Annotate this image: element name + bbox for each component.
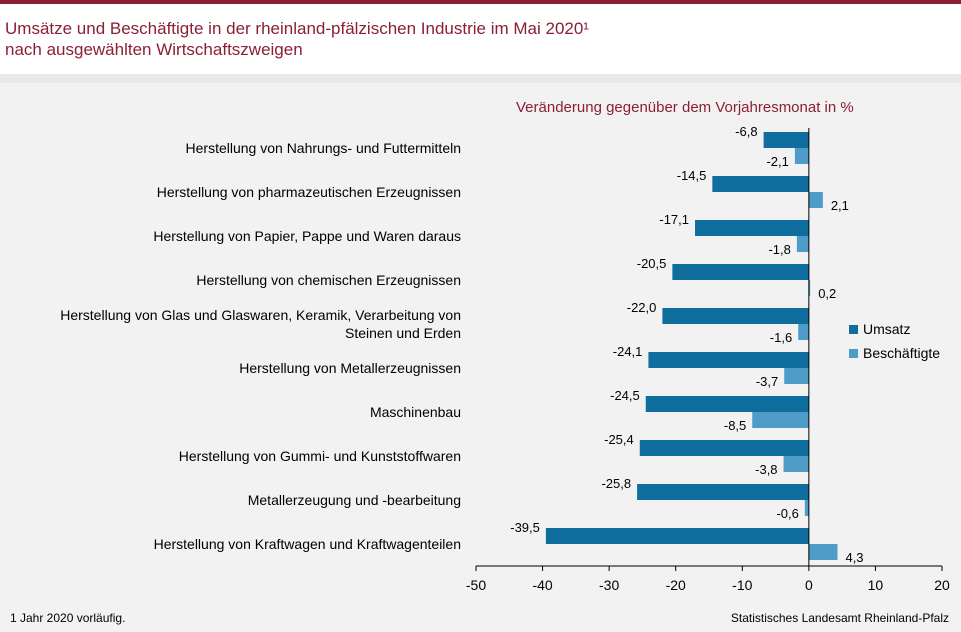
bar-umsatz — [645, 396, 809, 412]
x-tick-label: -50 — [466, 577, 486, 593]
bar-umsatz — [695, 220, 809, 236]
bar-beschaeftigte — [808, 192, 823, 208]
bar-beschaeftigte — [804, 500, 809, 516]
category-label: Herstellung von Gummi- und Kunststoffwar… — [179, 448, 461, 464]
chart-title: Umsätze und Beschäftigte in der rheinlan… — [5, 19, 589, 38]
x-tick-label: -20 — [666, 577, 686, 593]
bar-umsatz — [672, 264, 809, 280]
bar-beschaeftigte — [784, 368, 809, 384]
bar-umsatz — [763, 132, 809, 148]
bar-beschaeftigte — [808, 544, 838, 560]
bar-beschaeftigte — [794, 148, 809, 164]
data-label-umsatz: -17,1 — [659, 212, 689, 227]
data-label-umsatz: -6,8 — [735, 124, 757, 139]
data-label-umsatz: -24,5 — [610, 388, 640, 403]
category-label: Herstellung von pharmazeutischen Erzeugn… — [157, 184, 461, 200]
legend-swatch-beschaeftigte — [849, 349, 858, 358]
data-label-beschaeftigte: -3,8 — [755, 462, 777, 477]
bar-umsatz — [648, 352, 809, 368]
x-tick-label: 0 — [805, 577, 813, 593]
data-label-beschaeftigte: 4,3 — [845, 550, 863, 565]
header-divider — [0, 74, 961, 83]
category-label: Herstellung von Metallerzeugnissen — [239, 360, 461, 376]
data-label-umsatz: -25,8 — [601, 476, 631, 491]
data-label-umsatz: -25,4 — [604, 432, 634, 447]
bar-beschaeftigte — [808, 280, 811, 296]
bar-umsatz — [639, 440, 809, 456]
data-label-beschaeftigte: -1,6 — [770, 330, 792, 345]
category-label: Herstellung von Glas und Glaswaren, Kera… — [60, 307, 461, 341]
legend-label-beschaeftigte: Beschäftigte — [863, 345, 940, 361]
source-credit: Statistisches Landesamt Rheinland-Pfalz — [730, 611, 949, 625]
data-label-beschaeftigte: 2,1 — [831, 198, 849, 213]
unit-label: Veränderung gegenüber dem Vorjahresmonat… — [516, 99, 854, 116]
data-label-umsatz: -22,0 — [627, 300, 657, 315]
top-rule — [0, 0, 961, 4]
bar-beschaeftigte — [752, 412, 809, 428]
data-label-umsatz: -14,5 — [677, 168, 707, 183]
bar-umsatz — [637, 484, 809, 500]
bar-beschaeftigte — [798, 324, 809, 340]
data-label-umsatz: -39,5 — [510, 520, 540, 535]
x-tick-label: -40 — [532, 577, 552, 593]
bar-umsatz — [662, 308, 809, 324]
bar-beschaeftigte — [783, 456, 809, 472]
data-label-beschaeftigte: -1,8 — [768, 242, 790, 257]
x-tick-label: -30 — [599, 577, 619, 593]
data-label-umsatz: -24,1 — [613, 344, 643, 359]
category-label: Herstellung von Papier, Pappe und Waren … — [153, 228, 461, 244]
data-label-beschaeftigte: -8,5 — [724, 418, 746, 433]
x-tick-label: 20 — [934, 577, 950, 593]
bar-umsatz — [545, 528, 809, 544]
category-label: Herstellung von Nahrungs- und Futtermitt… — [186, 140, 461, 156]
category-label: Herstellung von Kraftwagen und Kraftwage… — [154, 536, 461, 552]
x-tick-label: -10 — [732, 577, 752, 593]
category-label: Metallerzeugung und -bearbeitung — [248, 492, 461, 508]
data-label-beschaeftigte: -3,7 — [756, 374, 778, 389]
data-label-beschaeftigte: -2,1 — [766, 154, 788, 169]
category-label: Herstellung von chemischen Erzeugnissen — [196, 272, 461, 288]
category-label: Maschinenbau — [370, 404, 461, 420]
footnote: 1 Jahr 2020 vorläufig. — [10, 611, 126, 625]
bar-beschaeftigte — [796, 236, 809, 252]
data-label-beschaeftigte: -0,6 — [776, 506, 798, 521]
legend-label-umsatz: Umsatz — [863, 321, 910, 337]
header: Umsätze und Beschäftigte in der rheinlan… — [0, 4, 961, 72]
legend-swatch-umsatz — [849, 325, 858, 334]
x-tick-label: 10 — [868, 577, 884, 593]
data-label-umsatz: -20,5 — [637, 256, 667, 271]
chart-subtitle: nach ausgewählten Wirtschaftszweigen — [5, 40, 303, 59]
bar-umsatz — [712, 176, 809, 192]
data-label-beschaeftigte: 0,2 — [818, 286, 836, 301]
